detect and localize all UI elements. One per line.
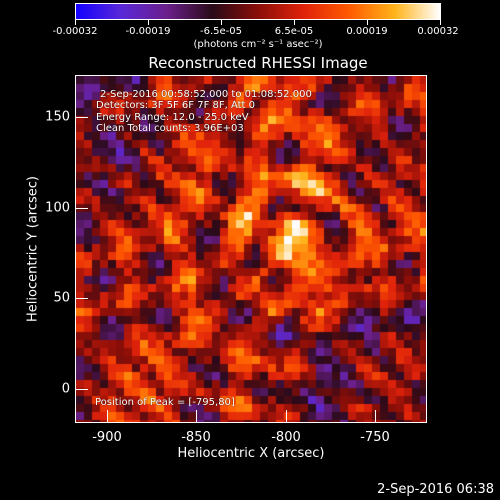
colorbar-unit-label: (photons cm⁻² s⁻¹ asec⁻²) xyxy=(193,39,323,50)
annotation-detectors: Detectors: 3F 5F 6F 7F 8F, Att 0 xyxy=(96,100,256,111)
colorbar-tick xyxy=(75,20,76,25)
colorbar-tick-label: -0.00019 xyxy=(125,26,171,37)
colorbar-tick-label: -6.5e-05 xyxy=(200,26,242,37)
colorbar-tick-label: 0.00032 xyxy=(417,26,459,37)
annotation-peak-position: Position of Peak = [-795,80] xyxy=(95,397,235,408)
annotation-time-range: 2-Sep-2016 00:58:52.000 to 01:08:52.000 xyxy=(100,89,312,100)
x-tick-label: -850 xyxy=(181,430,211,445)
x-tick xyxy=(375,410,376,423)
y-tick xyxy=(75,117,88,118)
colorbar-tick xyxy=(367,20,368,25)
y-tick-label: 50 xyxy=(53,290,70,306)
x-tick-label: -750 xyxy=(360,430,390,445)
y-tick xyxy=(75,389,88,390)
colorbar-tick xyxy=(294,20,295,25)
x-tick-label: -900 xyxy=(92,430,122,445)
x-tick xyxy=(107,410,108,423)
colorbar-tick-label: 0.00019 xyxy=(346,26,388,37)
x-axis-label: Heliocentric X (arcsec) xyxy=(177,446,325,461)
image-plot-area: 2-Sep-2016 00:58:52.000 to 01:08:52.000 … xyxy=(75,75,427,423)
y-tick xyxy=(75,298,88,299)
plot-title: Reconstructed RHESSI Image xyxy=(148,54,368,72)
y-tick-label: 100 xyxy=(45,200,70,216)
annotation-method-counts: Clean Total counts: 3.96E+03 xyxy=(96,123,244,134)
timestamp: 2-Sep-2016 06:38 xyxy=(377,482,494,497)
colorbar-tick-label: -0.00032 xyxy=(52,26,98,37)
y-tick-label: 0 xyxy=(61,381,70,397)
x-tick xyxy=(196,410,197,423)
colorbar-tick xyxy=(148,20,149,25)
y-axis-label: Heliocentric Y (arcsec) xyxy=(25,176,41,322)
colorbar xyxy=(75,3,441,20)
rhessi-image-heatmap xyxy=(76,76,426,422)
annotation-energy-range: Energy Range: 12.0 - 25.0 keV xyxy=(96,112,249,123)
colorbar-ticks xyxy=(75,20,441,26)
colorbar-tick xyxy=(440,20,441,25)
x-tick-label: -800 xyxy=(271,430,301,445)
colorbar-tick xyxy=(221,20,222,25)
y-tick-label: 150 xyxy=(45,109,70,125)
y-tick xyxy=(75,208,88,209)
colorbar-tick-label: 6.5e-05 xyxy=(274,26,314,37)
x-tick xyxy=(286,410,287,423)
